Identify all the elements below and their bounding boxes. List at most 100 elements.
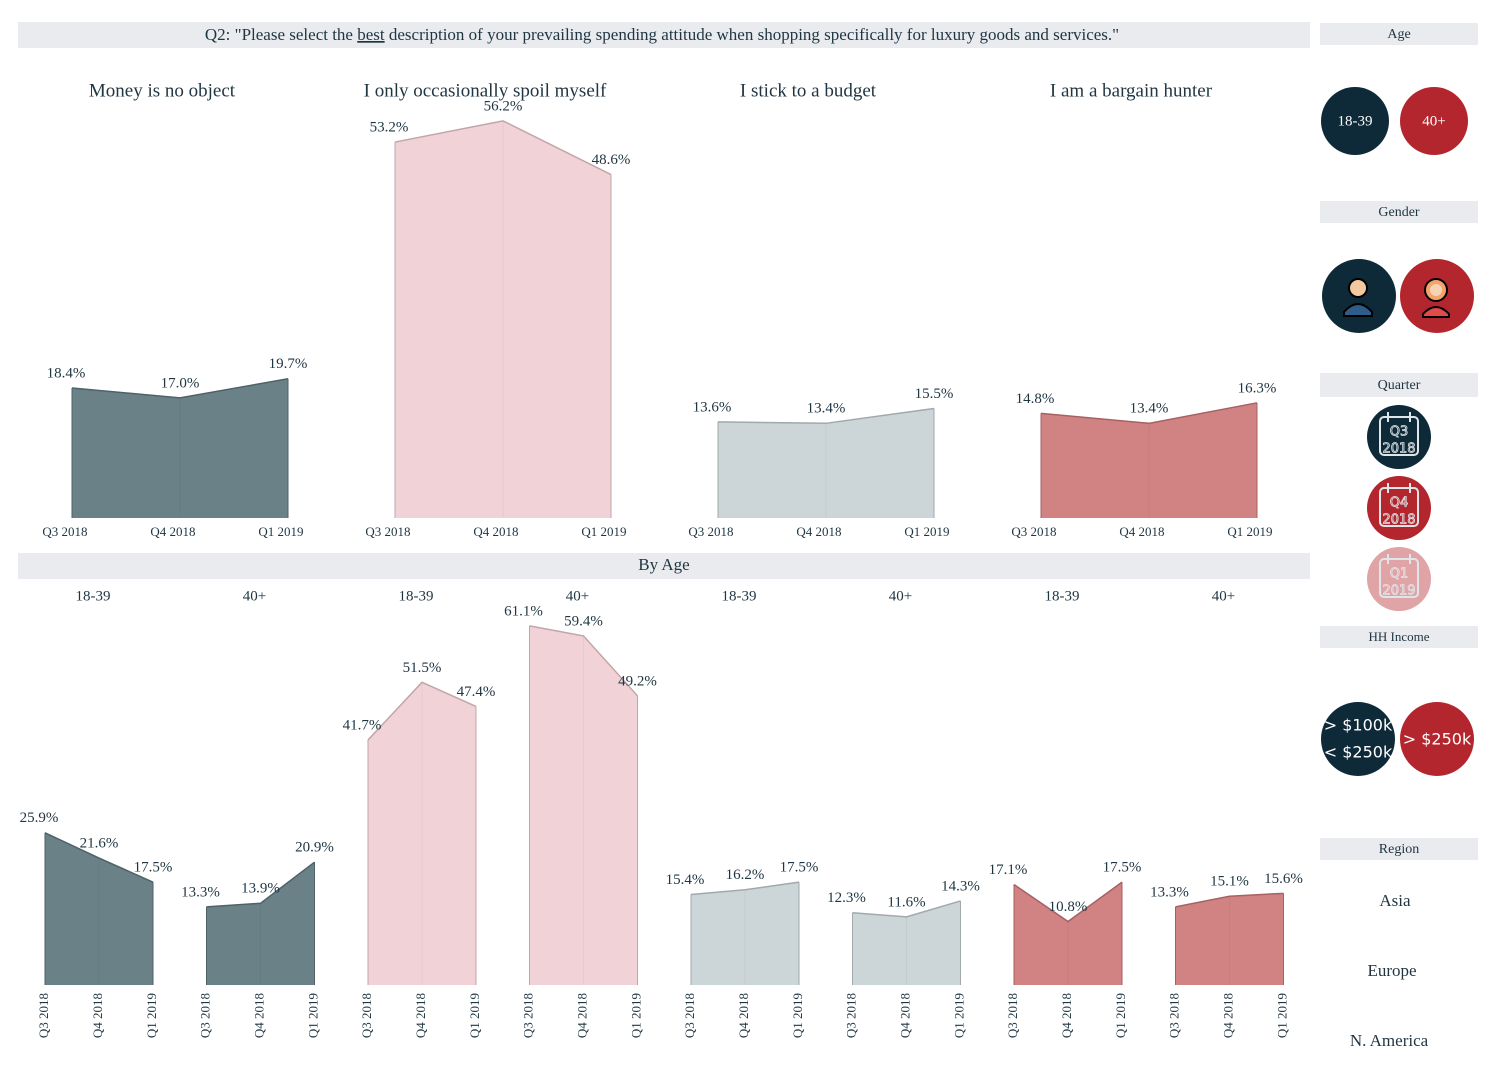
area <box>72 378 288 518</box>
area <box>718 408 934 518</box>
data-label: 61.1% <box>504 603 543 619</box>
gender-male-button[interactable] <box>1322 259 1396 333</box>
data-label: 47.4% <box>457 684 496 700</box>
panel-title: 18-39 <box>76 588 111 604</box>
quarter-button[interactable] <box>1367 405 1431 469</box>
data-label: 53.2% <box>370 119 409 135</box>
data-label: 12.3% <box>827 890 866 906</box>
question-prefix: Q2: "Please select the <box>205 25 357 44</box>
income-button[interactable] <box>1400 702 1474 776</box>
data-label: 41.7% <box>343 717 382 733</box>
filter-title: Region <box>1379 842 1419 857</box>
data-label: 13.3% <box>181 884 220 900</box>
panel-title: 40+ <box>1212 588 1235 604</box>
area-line <box>367 681 477 741</box>
data-label: 25.9% <box>20 810 59 826</box>
area-line <box>44 832 154 883</box>
area-line <box>852 900 961 918</box>
question-suffix: description of your prevailing spending … <box>385 25 1119 44</box>
quarter-label[interactable]: Q4 <box>1389 495 1409 511</box>
filter-title: Quarter <box>1378 378 1421 393</box>
data-label: 14.8% <box>1016 391 1055 407</box>
income-option[interactable]: > $100k <box>1324 716 1393 735</box>
quarter-label[interactable]: Q1 <box>1389 566 1409 582</box>
quarter-label[interactable]: Q3 <box>1389 424 1409 440</box>
x-tick-label: Q1 2019 <box>581 524 626 539</box>
data-label: 21.6% <box>80 835 119 851</box>
area-line <box>717 407 935 425</box>
filter-title: Gender <box>1378 205 1420 220</box>
area <box>1014 882 1122 985</box>
area <box>395 120 611 518</box>
filter-header <box>1320 23 1478 45</box>
income-button[interactable] <box>1321 702 1395 776</box>
x-tick-label: Q1 2019 <box>790 993 805 1038</box>
quarter-button[interactable] <box>1367 476 1431 540</box>
data-label: 16.2% <box>726 867 765 883</box>
x-tick-label: Q4 2018 <box>796 524 841 539</box>
x-tick-label: Q1 2019 <box>628 993 643 1038</box>
quarter-year[interactable]: 2018 <box>1382 441 1416 457</box>
data-label: 15.6% <box>1264 871 1303 887</box>
x-tick-label: Q3 2018 <box>1005 993 1020 1038</box>
x-tick-label: Q1 2019 <box>1274 993 1289 1038</box>
x-tick-label: Q3 2018 <box>843 993 858 1038</box>
x-tick-label: Q4 2018 <box>473 524 518 539</box>
age-option[interactable]: 40+ <box>1422 113 1445 129</box>
x-tick-label: Q1 2019 <box>305 993 320 1038</box>
data-label: 17.5% <box>780 860 819 876</box>
data-label: 11.6% <box>887 894 925 910</box>
x-tick-label: Q1 2019 <box>258 524 303 539</box>
area-line <box>690 881 800 896</box>
filter-header <box>1320 201 1478 223</box>
area-line <box>1175 892 1284 908</box>
panel-title: 18-39 <box>399 588 434 604</box>
area <box>1175 893 1284 985</box>
quarter-year[interactable]: 2018 <box>1382 512 1416 528</box>
data-label: 15.1% <box>1210 874 1249 890</box>
x-tick-label: Q3 2018 <box>682 993 697 1038</box>
gender-female-button[interactable] <box>1400 259 1474 333</box>
x-tick-label: Q4 2018 <box>90 993 105 1038</box>
data-label: 14.3% <box>941 878 980 894</box>
age-button[interactable] <box>1321 87 1389 155</box>
age-option[interactable]: 18-39 <box>1338 113 1373 129</box>
area-line <box>394 120 612 176</box>
filter-header <box>1320 626 1478 648</box>
data-label: 13.4% <box>807 401 846 417</box>
x-tick-label: Q4 2018 <box>574 993 589 1038</box>
sidebar: Age 18-39 40+ Gender Quarter Q32018Q4201… <box>1320 23 1478 1050</box>
data-label: 10.8% <box>1049 899 1088 915</box>
age-button[interactable] <box>1400 87 1468 155</box>
filter-header <box>1320 838 1478 860</box>
x-tick-label: Q4 2018 <box>1059 993 1074 1038</box>
region-option[interactable]: Europe <box>1367 961 1416 980</box>
icon-face <box>1430 284 1442 296</box>
data-label: 56.2% <box>484 98 523 114</box>
data-label: 20.9% <box>295 840 334 856</box>
data-label: 16.3% <box>1238 380 1277 396</box>
income-option[interactable]: > $250k <box>1403 730 1472 749</box>
panel-title: I stick to a budget <box>740 80 877 101</box>
x-tick-label: Q4 2018 <box>736 993 751 1038</box>
area-line <box>529 625 639 697</box>
region-option[interactable]: N. America <box>1350 1031 1429 1050</box>
data-label: 18.4% <box>47 365 86 381</box>
calendar-icon <box>1379 487 1419 527</box>
x-tick-label: Q1 2019 <box>467 993 482 1038</box>
quarter-button[interactable] <box>1367 547 1431 611</box>
x-tick-label: Q3 2018 <box>1166 993 1181 1038</box>
x-tick-label: Q3 2018 <box>42 524 87 539</box>
panel-title: 40+ <box>566 588 589 604</box>
data-label: 15.4% <box>666 872 705 888</box>
panel-title: Money is no object <box>89 80 236 101</box>
data-label: 17.0% <box>161 375 200 391</box>
income-option[interactable]: < $250k <box>1324 743 1393 762</box>
x-tick-label: Q4 2018 <box>1119 524 1164 539</box>
data-label: 19.7% <box>269 356 308 372</box>
data-label: 48.6% <box>592 152 631 168</box>
area <box>206 862 315 985</box>
region-option[interactable]: Asia <box>1379 891 1411 910</box>
quarter-year[interactable]: 2019 <box>1382 583 1416 599</box>
